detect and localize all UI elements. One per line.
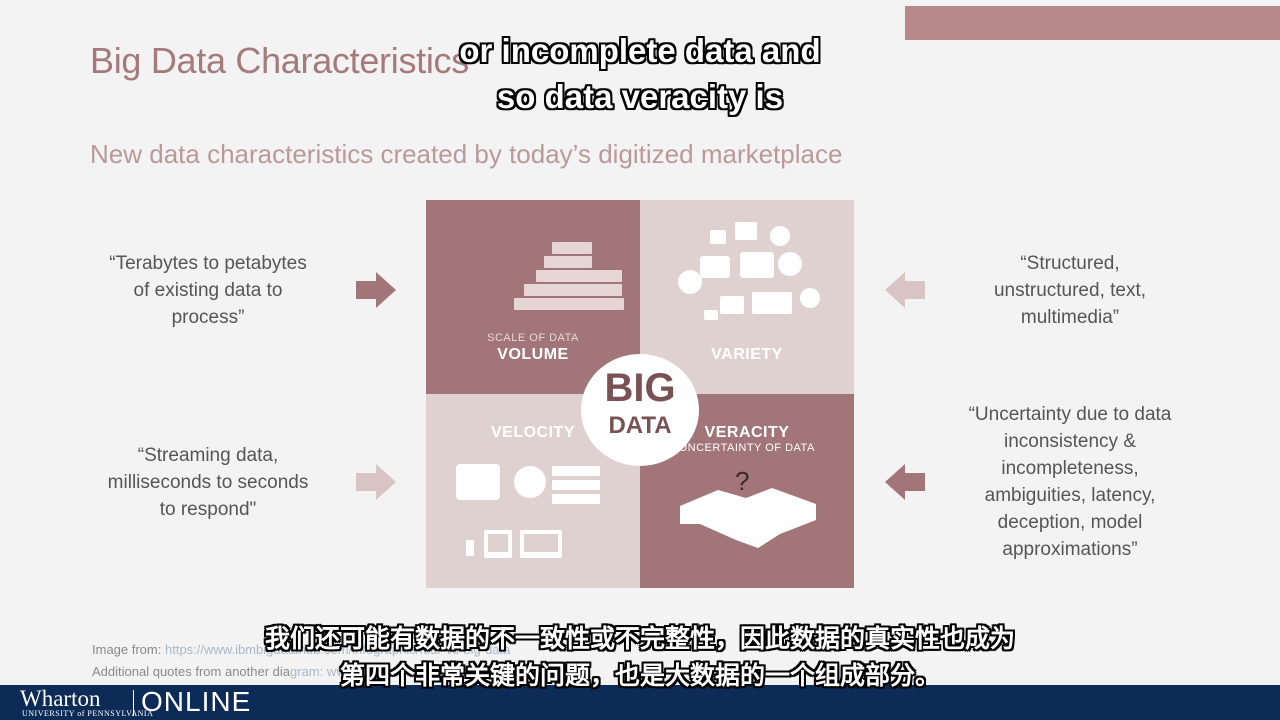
additional-quotes-line: Additional quotes from another diagram: …: [92, 664, 495, 679]
quote-line: of existing data to: [133, 280, 283, 301]
arrow-right-icon: [356, 272, 396, 308]
veracity-label: VERACITY: [704, 424, 790, 441]
quote-line: deception, model: [997, 512, 1143, 533]
quote-line: multimedia”: [1020, 307, 1120, 328]
slide-subtitle: New data characteristics created by toda…: [90, 139, 843, 169]
image-source-link[interactable]: https://www.ibmbigdatahub.com/infographi…: [164, 642, 511, 657]
caption-line: 第四个非常关键的问题，也是大数据的一个组成部分。: [339, 661, 940, 690]
variety-label: VARIETY: [711, 346, 783, 363]
quote-line: to respond": [159, 499, 257, 520]
caption-line: 我们还可能有数据的不一致性或不完整性，因此数据的真实性也成为: [264, 624, 1015, 653]
quote-volume: “Terabytes to petabytes of existing data…: [88, 250, 328, 331]
slide-title: Big Data Characteristics: [90, 40, 469, 81]
logo-divider: [133, 690, 134, 716]
server-stack-icon: [514, 242, 624, 310]
image-source-line: Image from: https://www.ibmbigdatahub.co…: [92, 642, 510, 657]
caption-line: or incomplete data and: [459, 32, 821, 69]
quadrant-volume: SCALE OF DATA VOLUME: [426, 200, 640, 394]
wharton-logo-text: Wharton: [20, 686, 101, 711]
quote-line: inconsistency &: [1003, 431, 1136, 452]
volume-label: VOLUME: [497, 346, 569, 363]
arrow-left-icon: [885, 464, 925, 500]
volume-subtitle: SCALE OF DATA: [487, 332, 579, 344]
quote-line: “Terabytes to petabytes: [109, 253, 307, 274]
subtitle-caption-english: or incomplete data and so data veracity …: [420, 28, 860, 120]
quote-variety: “Structured, unstructured, text, multime…: [960, 250, 1180, 331]
caption-line: so data veracity is: [496, 78, 784, 115]
top-decorative-band: [905, 6, 1280, 40]
quadrant-variety: VARIETY: [640, 200, 854, 394]
quote-line: ambiguities, latency,: [984, 485, 1156, 506]
additional-quotes-link[interactable]: gram: www.datasciencecentral.com: [290, 664, 495, 679]
quote-veracity: “Uncertainty due to data inconsistency &…: [950, 401, 1190, 563]
arrow-left-icon: [885, 272, 925, 308]
media-icons-cluster: [678, 222, 820, 320]
velocity-label: VELOCITY: [490, 424, 575, 441]
veracity-subtitle: UNCERTAINTY OF DATA: [679, 442, 815, 454]
subtitle-caption-chinese: 我们还可能有数据的不一致性或不完整性，因此数据的真实性也成为 第四个非常关键的问…: [180, 620, 1100, 694]
quote-line: milliseconds to seconds: [107, 472, 309, 493]
quote-line: “Streaming data,: [137, 445, 279, 466]
additional-quotes-label: Additional quotes from another dia: [92, 664, 291, 679]
devices-icon: [456, 464, 600, 558]
quote-line: process”: [171, 307, 245, 328]
arrow-right-icon: [356, 464, 396, 500]
quote-line: incompleteness,: [1001, 458, 1139, 479]
quote-line: “Uncertainty due to data: [968, 404, 1172, 425]
footer-band: [0, 685, 1280, 720]
quote-line: unstructured, text,: [993, 280, 1147, 301]
big-data-line2: DATA: [608, 412, 672, 439]
big-data-center-badge: BIG DATA: [581, 354, 699, 466]
handshake-icon: [680, 488, 816, 548]
quote-line: “Structured,: [1020, 253, 1120, 274]
question-mark: ?: [735, 466, 750, 496]
big-data-line1: BIG: [604, 366, 676, 410]
university-logo-text: UNIVERSITY of PENNSYLVANIA: [22, 709, 154, 718]
online-logo-text: ONLINE: [141, 686, 252, 717]
quote-velocity: “Streaming data, milliseconds to seconds…: [88, 442, 328, 523]
quote-line: approximations”: [1002, 539, 1138, 560]
image-source-label: Image from:: [92, 642, 162, 657]
